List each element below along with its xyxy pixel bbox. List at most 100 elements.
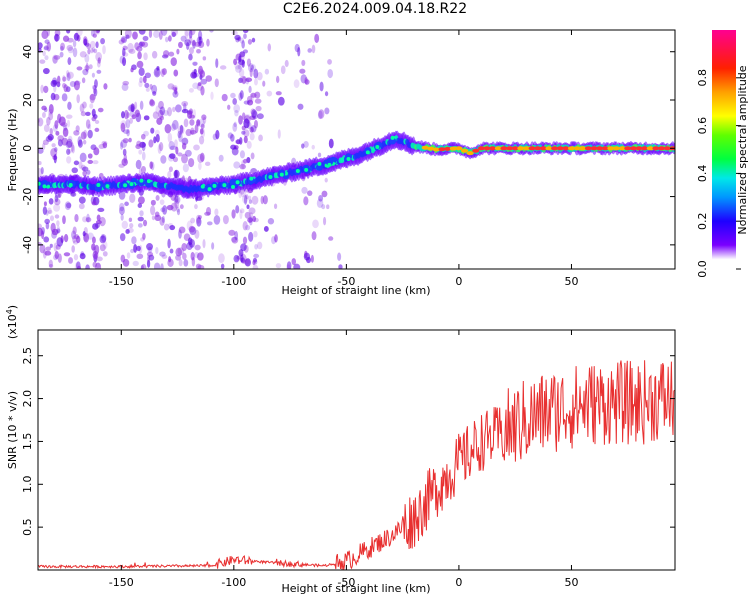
spectrogram-noise-point [84, 65, 90, 71]
spectrogram-noise-point [134, 101, 138, 110]
spectrogram-noise-point [122, 148, 127, 156]
spectrogram-noise-point [212, 133, 218, 141]
spectrogram-ylabel: Frequency (Hz) [6, 109, 19, 192]
spectrogram-noise-point [181, 243, 187, 252]
spectrogram-noise-point [209, 30, 214, 33]
spectrogram-noise-point [155, 246, 159, 255]
spectrogram-noise-point [291, 258, 297, 266]
spectrogram-noise-point [140, 165, 147, 174]
spectrogram-noise-point [187, 237, 193, 246]
spectrogram-noise-point [92, 250, 99, 260]
spectrogram-noise-point [277, 96, 285, 106]
spectrogram-noise-point [310, 254, 314, 263]
spectrogram-noise-point [251, 64, 256, 72]
spectrogram-noise-point [128, 103, 136, 113]
spectrogram-noise-point [93, 48, 98, 54]
spectrogram-noise-point [94, 127, 100, 133]
spectrogram-noise-point [87, 153, 93, 159]
spectrogram-noise-point [175, 104, 182, 113]
spectrogram-noise-point [184, 149, 192, 157]
spectrogram-noise-point [137, 216, 144, 222]
spectrogram-noise-point [56, 237, 64, 247]
spectrogram-noise-point [190, 217, 196, 224]
spectrogram-noise-point [199, 128, 204, 135]
spectrogram-xtick-label: 0 [455, 275, 462, 288]
spectrogram-noise-point [180, 35, 187, 42]
spectrogram-noise-point [69, 80, 77, 88]
spectrogram-noise-point [158, 142, 164, 152]
snr-ylabel: SNR (10 * v/v) [6, 391, 19, 469]
spectrogram-ridge-blob [212, 183, 217, 188]
spectrogram-noise-point [321, 204, 326, 210]
spectrogram-noise-point [262, 195, 268, 205]
snr-ytick-label: 1.0 [21, 476, 34, 494]
spectrogram-noise-point [129, 223, 134, 229]
spectrogram-ridge-peak [421, 145, 429, 150]
spectrogram-noise-point [42, 68, 50, 75]
spectrogram-noise-point [235, 205, 240, 214]
spectrogram-noise-point [146, 259, 151, 268]
spectrogram-noise-point [135, 144, 142, 150]
spectrogram-noise-point [87, 159, 94, 165]
spectrogram-noise-point [195, 214, 201, 224]
spectrogram-ridge-blob [139, 178, 144, 183]
spectrogram-noise-point [60, 42, 65, 51]
spectrogram-noise-point [243, 195, 248, 205]
spectrogram-noise-point [71, 144, 75, 154]
spectrogram-noise-point [127, 104, 135, 112]
spectrogram-noise-point [82, 101, 87, 109]
spectrogram-noise-point [230, 92, 236, 99]
spectrogram-noise-point [52, 124, 58, 132]
spectrogram-ridge-blob [365, 150, 370, 155]
spectrogram-noise-point [129, 117, 133, 124]
spectrogram-noise-point [163, 50, 170, 58]
spectrogram-noise-point [246, 204, 250, 210]
spectrogram-noise-point [198, 135, 205, 145]
spectrogram-ridge-peak [444, 146, 452, 151]
spectrogram-noise-point [71, 245, 75, 253]
snr-xtick-label: 0 [455, 576, 462, 589]
spectrogram-noise-point [311, 144, 315, 150]
spectrogram-noise-point [130, 103, 135, 113]
spectrogram-ridge-peak [635, 146, 643, 151]
spectrogram-noise-point [245, 78, 250, 85]
spectrogram-noise-point [171, 31, 176, 38]
spectrogram-noise-point [50, 79, 58, 87]
spectrogram-noise-point [214, 208, 219, 216]
page-title: C2E6.2024.009.04.18.R22 [282, 1, 468, 17]
spectrogram-noise-point [198, 36, 202, 47]
spectrogram-noise-point [95, 263, 101, 268]
spectrogram-noise-point [250, 64, 254, 70]
spectrogram-noise-point [177, 130, 182, 139]
spectrogram-noise-point [47, 207, 52, 214]
spectrogram-noise-point [178, 259, 183, 267]
spectrogram-noise-point [238, 115, 243, 125]
spectrogram-noise-point [174, 195, 179, 203]
snr-ytick-label: 2.5 [21, 347, 34, 365]
spectrogram-noise-point [162, 110, 169, 116]
spectrogram-noise-point [70, 142, 74, 153]
spectrogram-noise-point [232, 122, 238, 132]
spectrogram-noise-point [206, 221, 213, 226]
spectrogram-noise-point [167, 83, 175, 90]
spectrogram-noise-point [244, 211, 251, 219]
spectrogram-noise-point [338, 264, 343, 269]
spectrogram-noise-point [234, 230, 239, 241]
spectrogram-noise-point [99, 235, 107, 244]
spectrogram-noise-point [240, 75, 247, 84]
spectrogram-noise-point [94, 30, 101, 34]
spectrogram-noise-point [85, 111, 91, 116]
spectrogram-noise-point [168, 51, 175, 57]
spectrogram-noise-point [62, 76, 67, 82]
spectrogram-noise-point [50, 92, 56, 101]
spectrogram-ridge-peak [629, 146, 637, 151]
spectrogram-noise-point [92, 47, 96, 53]
colorbar-tick-label: 0.0 [696, 260, 709, 278]
spectrogram-noise-point [57, 135, 65, 142]
spectrogram-noise-point [66, 44, 74, 52]
spectrogram-noise-point [158, 100, 164, 110]
spectrogram-noise-point [130, 248, 135, 254]
spectrogram-noise-point [249, 132, 255, 141]
spectrogram-noise-point [190, 127, 195, 135]
